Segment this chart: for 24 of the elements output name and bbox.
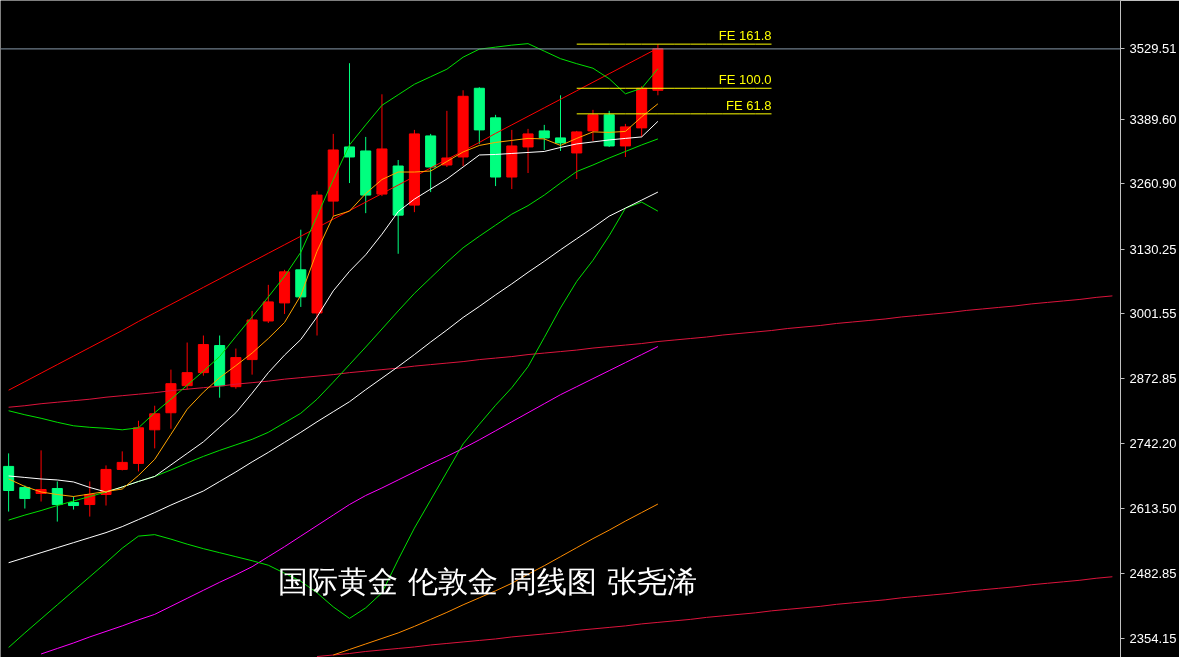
- candlestick: [149, 405, 161, 449]
- y-tick-label: 3260.90: [1129, 176, 1177, 192]
- series-label: FE 161.8: [718, 28, 772, 44]
- candlestick: [538, 124, 550, 151]
- ref-line-label: 3529.51: [1129, 41, 1177, 57]
- candlestick: [343, 62, 356, 184]
- candlestick: [554, 94, 567, 152]
- candlestick: [262, 284, 274, 324]
- line-series: [8, 191, 659, 564]
- candlestick: [522, 128, 534, 174]
- line-series: [8, 295, 1113, 408]
- y-tick-label: 3130.25: [1129, 241, 1177, 257]
- y-tick-label: 2482.85: [1129, 566, 1177, 582]
- candlestick: [587, 109, 599, 142]
- y-tick-label: 3389.60: [1129, 111, 1177, 127]
- y-tick-label: 2613.50: [1129, 500, 1177, 516]
- series-label: FE 100.0: [718, 72, 772, 88]
- series-label: FE 61.8: [725, 97, 772, 113]
- y-tick-label: 3001.55: [1129, 306, 1177, 322]
- y-tick-label: 2872.85: [1129, 370, 1177, 386]
- y-tick-label: 2354.15: [1129, 630, 1177, 646]
- y-tick-label: 2742.20: [1129, 436, 1177, 452]
- candlestick: [19, 484, 31, 510]
- candlestick: [181, 342, 193, 391]
